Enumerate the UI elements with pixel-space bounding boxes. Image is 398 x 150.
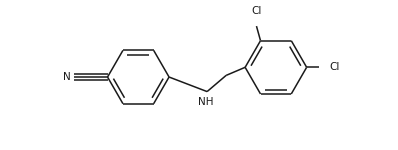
Text: NH: NH — [198, 97, 213, 107]
Text: Cl: Cl — [329, 62, 339, 72]
Text: Cl: Cl — [251, 6, 261, 16]
Text: N: N — [63, 72, 71, 82]
